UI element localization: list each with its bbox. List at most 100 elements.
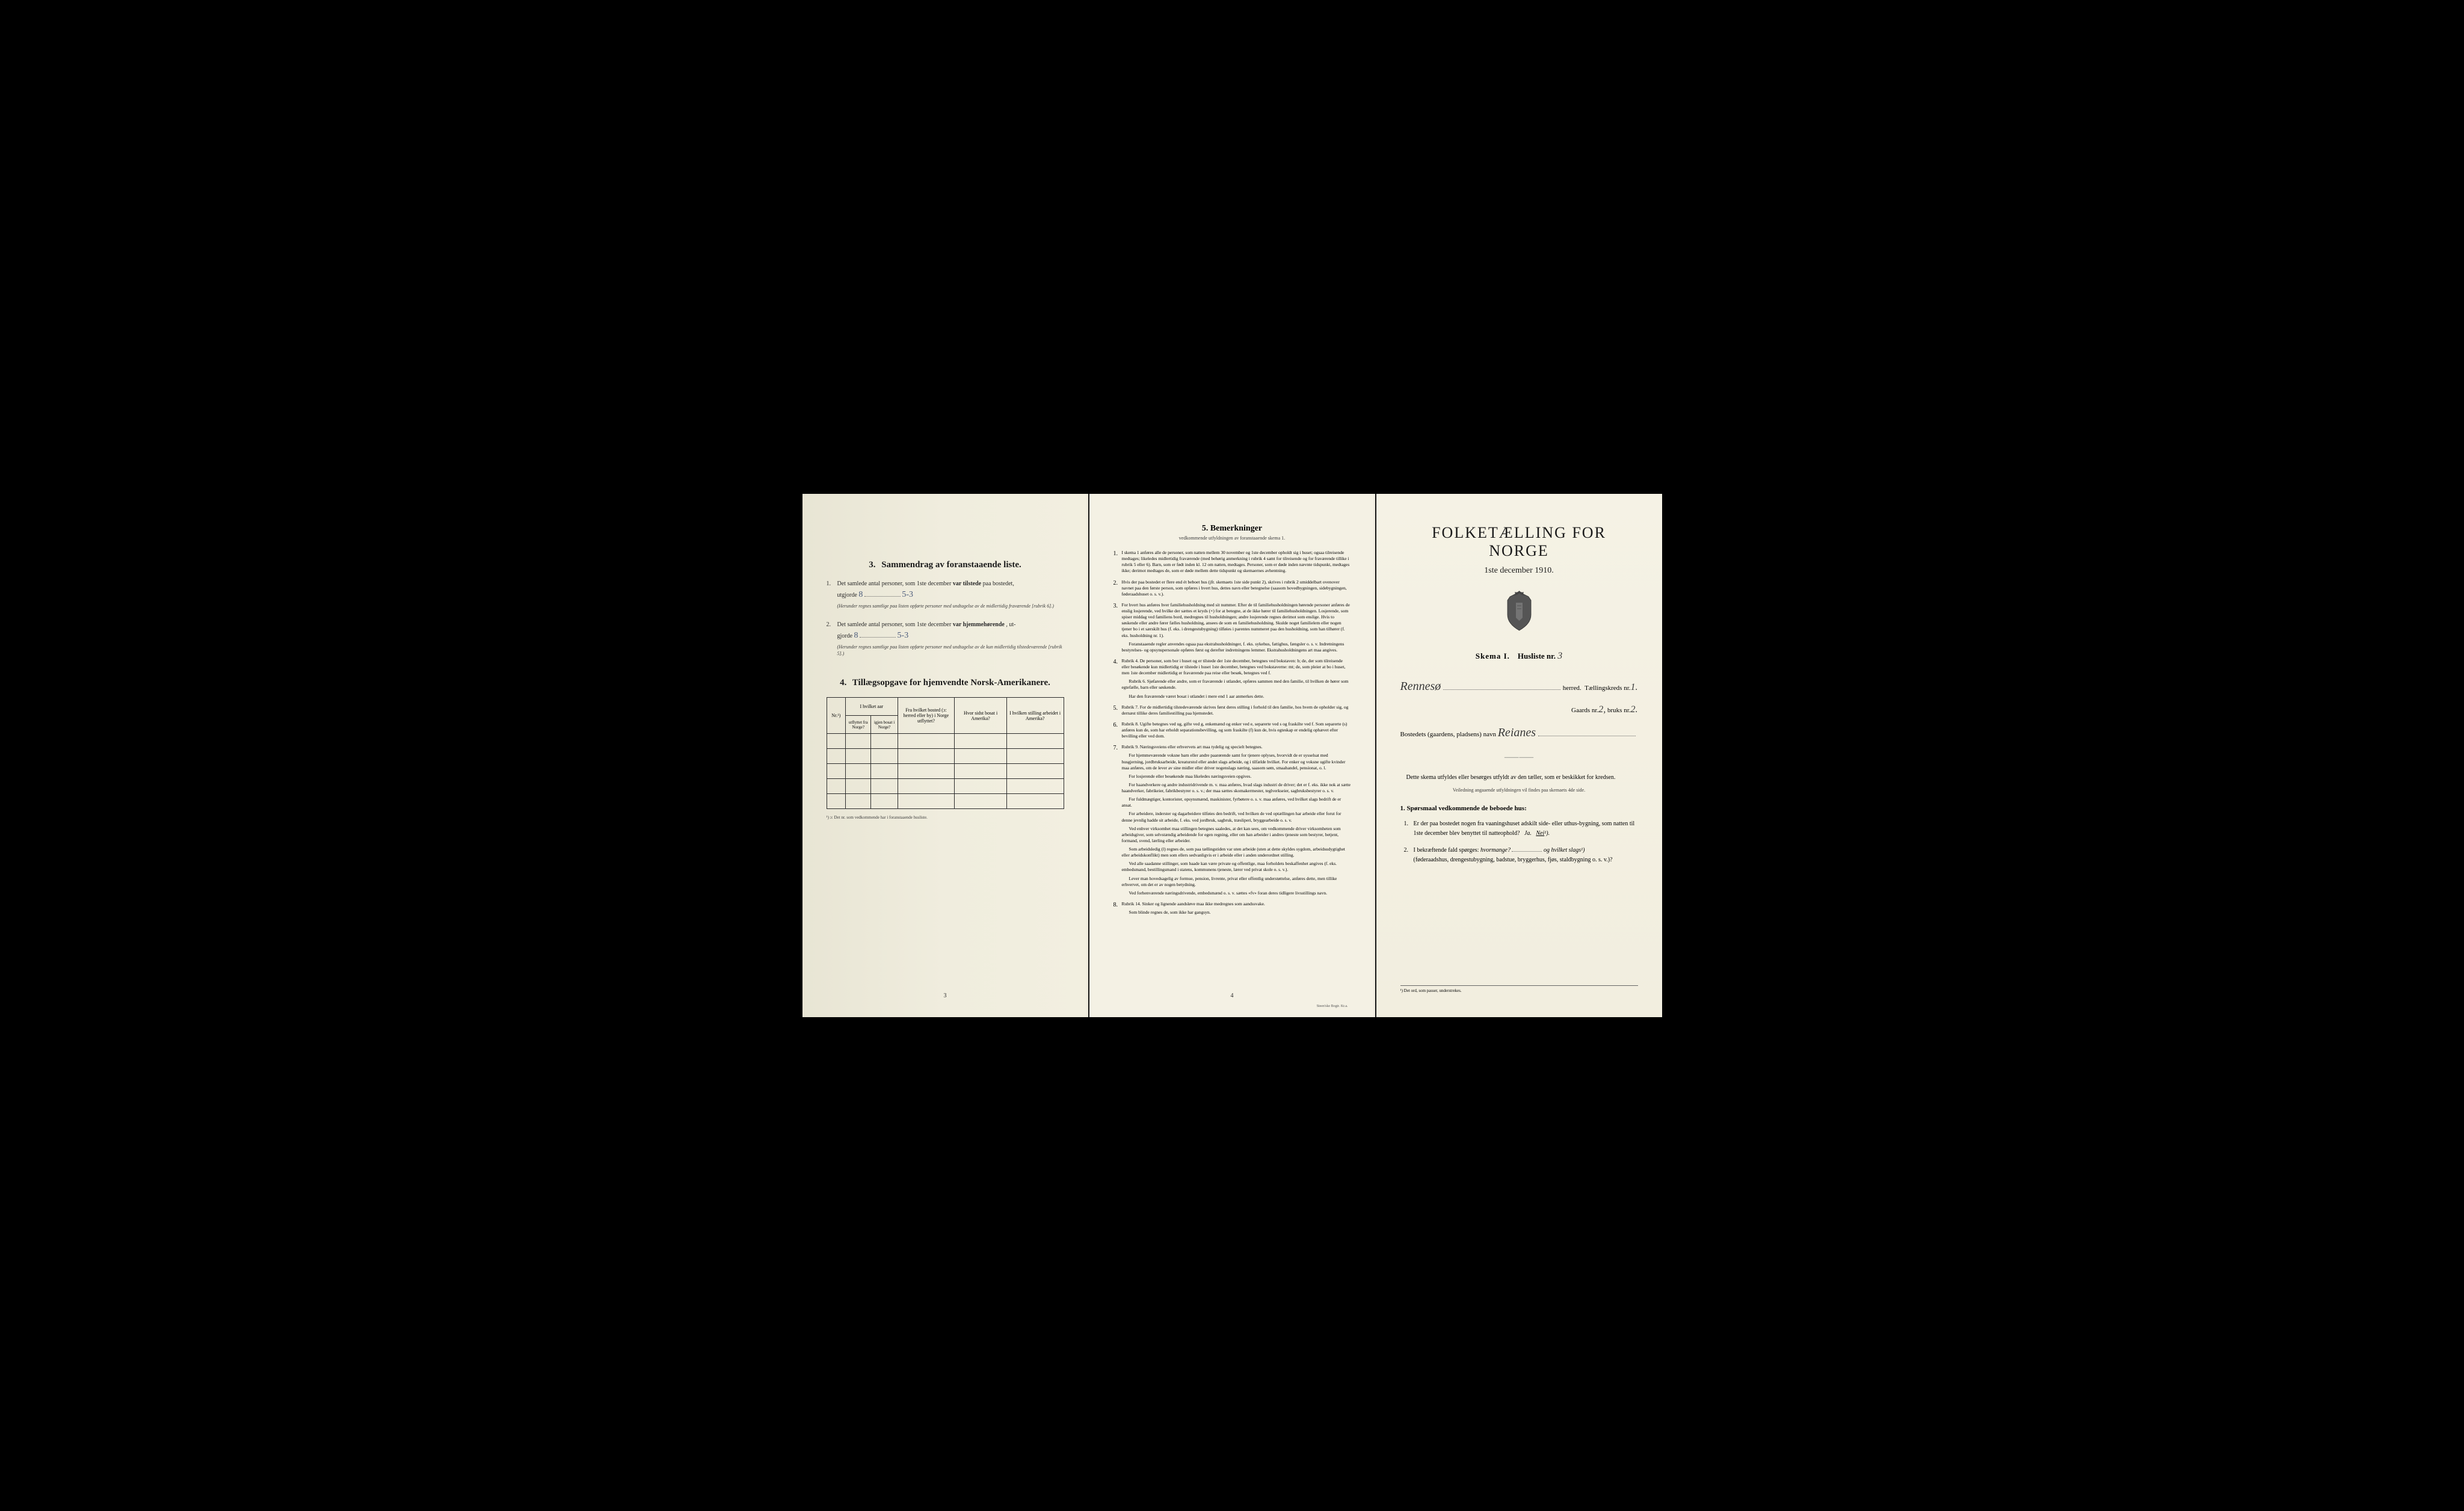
table-row [827,734,1064,749]
q2-text-a: I bekræftende fald spørges: [1414,847,1479,854]
item1-value-extra: 5-3 [902,590,913,599]
remark-num: 8. [1113,901,1118,909]
section3-content: 1. Det samlede antal personer, som 1ste … [827,579,1064,657]
item2-text-start: Det samlede antal personer, som 1ste dec… [837,621,952,628]
item2-value: 8 [854,631,858,640]
amerikanere-table: Nr.¹) I hvilket aar Fra hvilket bosted (… [827,697,1064,809]
remark-text: For haandverkere og andre industridriven… [1122,782,1351,794]
item1-text-end: paa bostedet, [983,580,1014,587]
remark-num: 4. [1113,658,1118,666]
item2-text-end: , ut- [1006,621,1015,628]
remark-text: Som arbeidsledig (l) regnes de, som paa … [1122,846,1351,858]
section4-title: Tillægsopgave for hjemvendte Norsk-Ameri… [852,678,1050,688]
remark-num: 2. [1113,579,1118,588]
q2-text-b: hvormange? [1480,847,1511,854]
remark-text: Hvis der paa bostedet er flere end ét be… [1122,579,1347,597]
q-heading-text: Spørsmaal vedkommende de beboede hus: [1407,805,1527,812]
item1-value: 8 [858,590,863,599]
th-utflyttet: utflyttet fra Norge? [846,716,871,734]
remark-text: For hvert hus anføres hver familiehushol… [1122,602,1350,638]
remark-4: 4. Rubrik 4. De personer, som bor i huse… [1113,658,1351,700]
bosted-label: Bostedets (gaardens, pladsens) navn [1400,731,1496,738]
husliste-nr: 3 [1557,651,1562,661]
remark-text: For hjemmeværende voksne barn eller andr… [1122,752,1351,771]
instruction: Dette skema utfyldes eller besørges utfy… [1400,773,1638,783]
page-number: 3 [944,992,947,999]
item2-note: (Herunder regnes samtlige paa listen opf… [837,644,1064,657]
remark-text: Rubrik 9. Næringsveiens eller erhvervets… [1122,744,1263,749]
bruks-value: 2. [1631,704,1638,715]
dotted-line [860,637,896,638]
item2-gjorde: gjorde [837,633,853,639]
question-heading: 1. Spørsmaal vedkommende de beboede hus: [1400,805,1638,812]
remark-text: Rubrik 4. De personer, som bor i huset o… [1122,658,1346,675]
item1-text-start: Det samlede antal personer, som 1ste dec… [837,580,952,587]
q2-text-d: (føderaadshus, drengestubygning, badstue… [1414,857,1613,863]
herred-value: Rennesø [1400,680,1441,694]
section4-heading: 4. Tillægsopgave for hjemvendte Norsk-Am… [827,678,1064,688]
remarks-number: 5. [1202,524,1209,533]
coat-of-arms [1400,591,1638,636]
remark-text: Rubrik 7. For de midlertidig tilstedevær… [1122,704,1349,716]
coat-of-arms-icon [1503,591,1536,633]
divider: ⸻⸻ [1400,752,1638,761]
q-heading-num: 1. [1400,805,1405,812]
remark-text: Rubrik 14. Sinker og lignende aandsløve … [1122,901,1265,906]
kreds-value: 1. [1631,682,1638,693]
husliste-label: Husliste nr. [1518,651,1556,660]
section3-number: 3. [869,560,875,570]
remark-num: 3. [1113,602,1118,611]
remark-text: Ved enhver virksomhet maa stillingen bet… [1122,826,1351,844]
item1-note: (Herunder regnes samtlige paa listen opf… [837,603,1064,609]
kreds-label: Tællingskreds nr. [1585,685,1630,692]
remarks-title: Bemerkninger [1210,524,1262,533]
remarks-heading: 5. Bemerkninger [1113,524,1351,534]
dotted-line [1443,689,1560,690]
remark-num: 6. [1113,721,1118,730]
item-2: 2. Det samlede antal personer, som 1ste … [827,620,1064,657]
remark-8: 8. Rubrik 14. Sinker og lignende aandslø… [1113,901,1351,916]
page3-footnote: ¹) Det ord, som passer, understrekes. [1400,985,1638,993]
q2-text-c: og hvilket slags¹) [1544,847,1585,854]
table-row [827,779,1064,794]
remark-text-more: Foranstaaende regler anvendes ogsaa paa … [1122,641,1351,653]
instruction-sub: Veiledning angaaende utfyldningen vil fi… [1400,787,1638,793]
remark-num: 7. [1113,744,1118,752]
item2-text-bold: var hjemmehørende [953,621,1005,628]
herred-line: Rennesø herred. Tællingskreds nr. 1. [1400,680,1638,694]
remark-text: For fuldmægtiger, kontorister, opsynsmæn… [1122,796,1351,808]
remark-7: 7. Rubrik 9. Næringsveiens eller erhverv… [1113,744,1351,896]
table-row [827,749,1064,764]
remark-text: Rubrik 6. Sjøfarende eller andre, som er… [1122,679,1351,691]
q2-num: 2. [1404,846,1409,855]
q1-nei: Nei [1536,830,1544,837]
skema-line: Skema I. Husliste nr. 3 [1400,651,1638,662]
page-number: 4 [1231,992,1234,999]
remark-text: Lever man hovedsagelig av formue, pensio… [1122,876,1351,888]
q1-num: 1. [1404,819,1409,829]
th-stilling: I hvilken stilling arbeidet i Amerika? [1006,698,1064,734]
item2-num: 2. [827,620,831,629]
table-row [827,764,1064,779]
section3-title: Sammendrag av foranstaaende liste. [881,560,1021,570]
th-hvor: Hvor sidst bosat i Amerika? [955,698,1007,734]
item1-text-bold: var tilstede [953,580,981,587]
printer-note: Steen'ske Bogtr. Kr.a. [1317,1005,1348,1008]
th-igjen: igjen bosat i Norge? [871,716,898,734]
instruction-text: Dette skema utfyldes eller besørges utfy… [1406,774,1616,781]
q1-sup: ¹). [1544,830,1550,837]
herred-label: herred. [1563,685,1582,692]
remark-2: 2. Hvis der paa bostedet er flere end ét… [1113,579,1351,597]
remark-text: Har den fraværende været bosat i utlande… [1122,694,1351,700]
page-middle: 5. Bemerkninger vedkommende utfyldningen… [1089,494,1375,1017]
section4-number: 4. [840,678,846,688]
gaard-line: Gaards nr. 2, bruks nr. 2. [1400,704,1638,715]
question-2: 2. I bekræftende fald spørges: hvormange… [1400,846,1638,865]
remark-num: 5. [1113,704,1118,713]
section3-heading: 3. Sammendrag av foranstaaende liste. [827,560,1064,570]
skema-label: Skema I. [1476,651,1510,660]
remark-1: 1. I skema 1 anføres alle de personer, s… [1113,550,1351,574]
item1-utgjorde: utgjorde [837,592,857,599]
th-bosted: Fra hvilket bosted (ɔ: herred eller by) … [898,698,955,734]
item-1: 1. Det samlede antal personer, som 1ste … [827,579,1064,609]
